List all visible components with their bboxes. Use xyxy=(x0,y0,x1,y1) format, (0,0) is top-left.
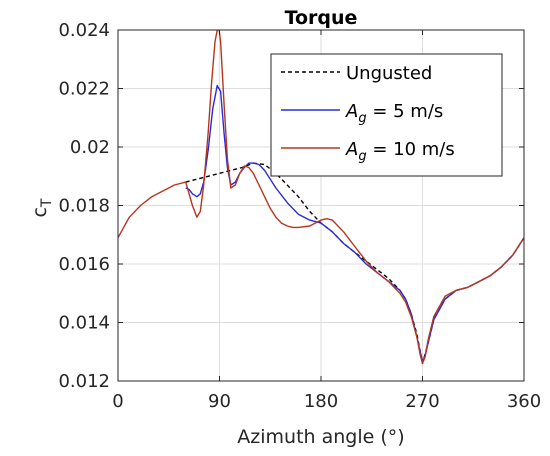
chart-title: Torque xyxy=(285,7,358,29)
series-group xyxy=(118,30,524,365)
x-axis-title: Azimuth angle (°) xyxy=(237,426,404,448)
series-line xyxy=(118,30,524,365)
y-axis-title-main: c xyxy=(29,207,51,217)
y-tick-label: 0.02 xyxy=(70,137,110,158)
y-tick-label: 0.012 xyxy=(58,371,110,392)
y-tick-label: 0.022 xyxy=(58,79,110,100)
legend-box xyxy=(270,53,503,177)
x-tick-label: 270 xyxy=(405,391,439,412)
series-line xyxy=(185,84,524,362)
legend-label-main: A xyxy=(345,101,358,122)
legend-label: Ag = 5 m/s xyxy=(345,101,443,126)
x-tick-label: 90 xyxy=(208,391,231,412)
x-tick-label: 360 xyxy=(507,391,541,412)
y-axis-title: cT xyxy=(29,198,55,217)
legend-label-main: Ungusted xyxy=(346,63,432,84)
legend-label-sub: g xyxy=(358,111,366,126)
y-tick-label: 0.014 xyxy=(58,313,110,334)
legend-label-sub: g xyxy=(358,149,366,164)
y-axis-title-sub: T xyxy=(39,198,55,208)
y-tick-label: 0.024 xyxy=(58,20,110,41)
legend-label-main: A xyxy=(345,139,358,160)
tick-labels: 0 90 180 270 360 0.012 0.014 0.016 0.018 0.02 0.02… xyxy=(58,20,541,412)
y-tick-label: 0.018 xyxy=(58,196,110,217)
x-tick-label: 0 xyxy=(112,391,123,412)
x-tick-label: 180 xyxy=(304,391,338,412)
legend-label: Ag = 10 m/s xyxy=(345,139,455,164)
y-tick-label: 0.016 xyxy=(58,254,110,275)
legend-label-rest: = 5 m/s xyxy=(367,101,444,122)
legend-label-rest: = 10 m/s xyxy=(367,139,455,160)
legend-label: Ungusted xyxy=(346,63,432,84)
